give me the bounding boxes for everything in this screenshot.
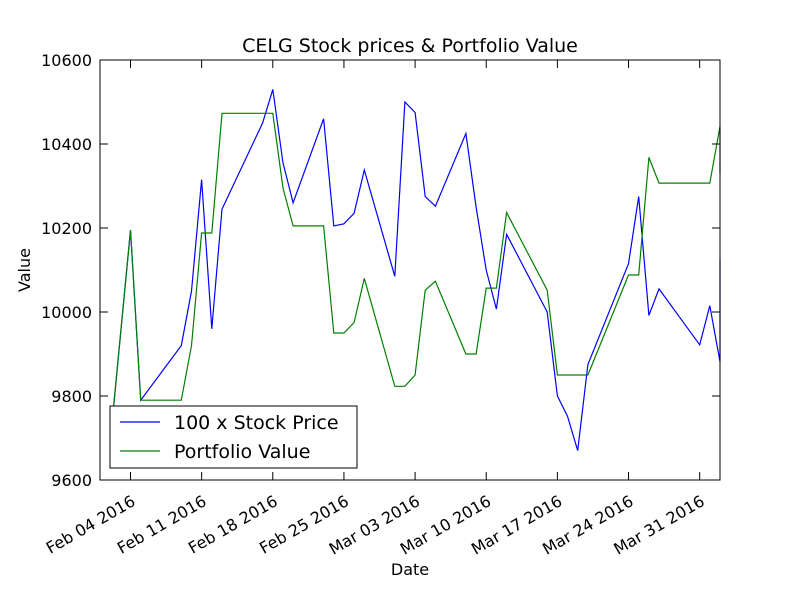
plot-area-frame	[99, 59, 721, 481]
y-tick-label-0: 9600	[51, 471, 92, 490]
x-axis-label: Date	[391, 560, 429, 579]
y-tick-label-2: 10000	[41, 303, 92, 322]
chart-title: CELG Stock prices & Portfolio Value	[242, 35, 578, 57]
series-line-0	[109, 89, 721, 451]
y-tick-label-3: 10200	[41, 219, 92, 238]
legend-box	[109, 405, 358, 469]
legend-label-portfolio-value: Portfolio Value	[174, 441, 310, 463]
series-layer	[109, 89, 721, 451]
legend: 100 x Stock Price Portfolio Value	[109, 405, 358, 469]
y-tick-label-4: 10400	[41, 135, 92, 154]
y-tick-label-5: 10600	[41, 51, 92, 70]
y-axis: 9600 9800 10000 10200 10400 10600	[41, 51, 720, 490]
y-axis-label: Value	[15, 248, 34, 292]
series-line-1	[109, 112, 721, 443]
y-tick-label-1: 9800	[51, 387, 92, 406]
legend-label-stock-price: 100 x Stock Price	[174, 412, 339, 434]
